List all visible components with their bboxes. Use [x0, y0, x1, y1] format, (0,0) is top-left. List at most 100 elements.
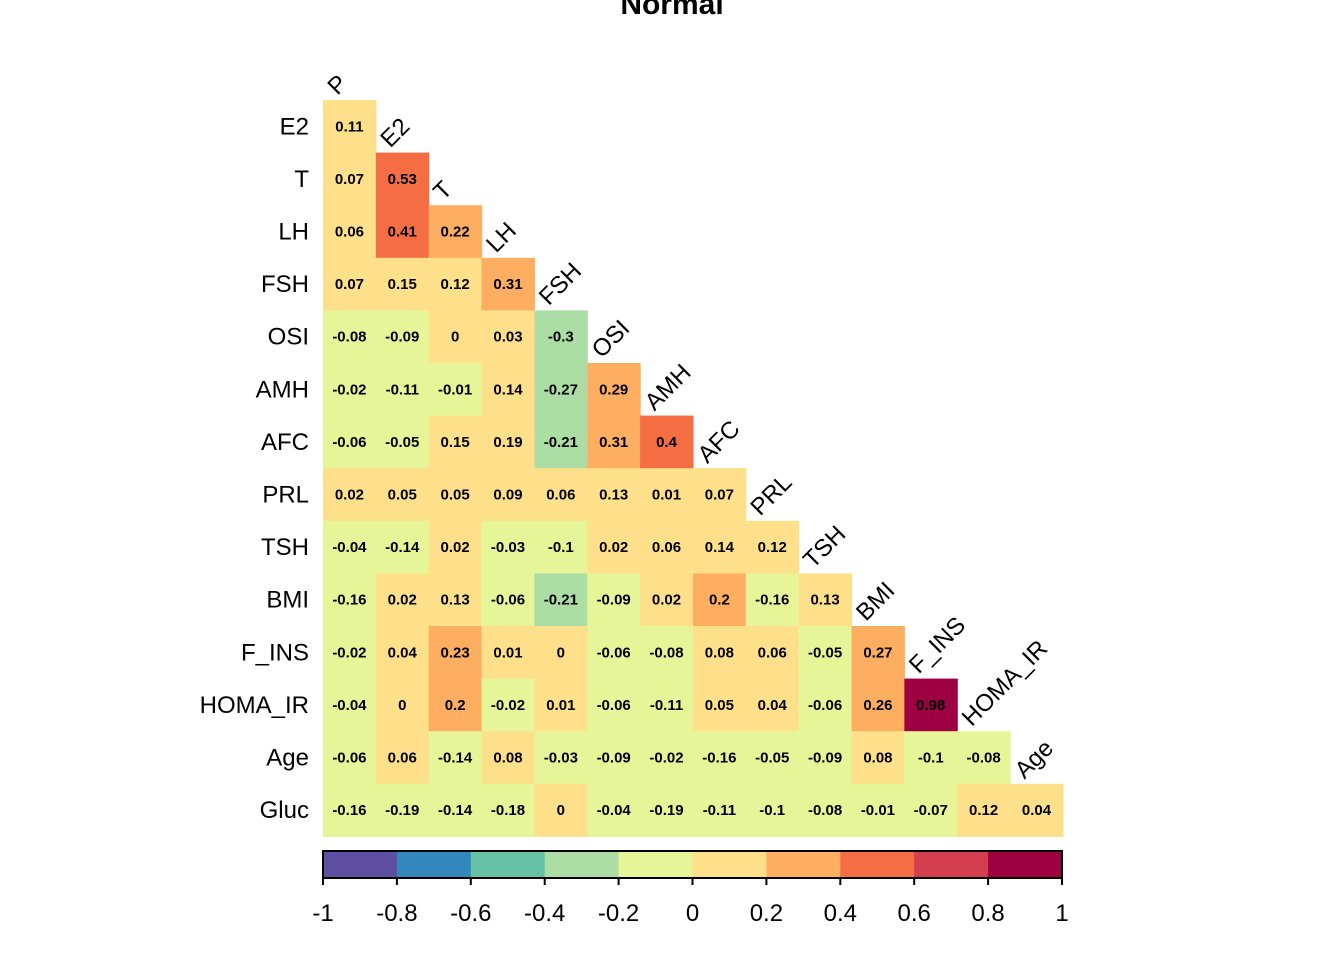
heatmap-cell: [534, 573, 588, 627]
heatmap-cell: [481, 626, 535, 680]
row-label: E2: [280, 113, 309, 140]
cell-value-label: 0.07: [705, 487, 734, 504]
cell-value-label: 0.06: [335, 224, 364, 241]
cell-value-label: 0.31: [493, 276, 522, 293]
heatmap-cell: [851, 626, 905, 680]
heatmap-cell: [534, 731, 588, 785]
row-label: OSI: [268, 324, 309, 351]
cell-value-label: 0.02: [335, 487, 364, 504]
cell-value-label: -0.14: [438, 750, 473, 767]
heatmap-cell: [534, 310, 588, 364]
cell-value-label: -0.02: [332, 381, 366, 398]
heatmap-cell: [534, 468, 588, 522]
cell-value-label: -0.06: [808, 697, 842, 714]
cell-value-label: -0.27: [544, 381, 578, 398]
heatmap-cell: [428, 520, 483, 574]
heatmap-cell: [428, 573, 483, 627]
cell-value-label: 0.06: [546, 487, 575, 504]
cell-value-label: 0.13: [599, 487, 628, 504]
colorbar-tick-label: -0.6: [450, 900, 491, 927]
cell-value-label: 0.29: [599, 381, 628, 398]
heatmap-cell: [323, 415, 377, 469]
heatmap-cell: [534, 520, 588, 574]
cell-value-label: 0.07: [335, 276, 364, 293]
cell-value-label: -0.04: [332, 697, 367, 714]
heatmap-cell: [375, 415, 430, 469]
colorbar-tick-label: 0: [686, 900, 699, 927]
heatmap-cell: [323, 573, 377, 627]
cell-value-label: -0.02: [332, 644, 366, 661]
heatmap-cell: [957, 731, 1011, 785]
cell-value-label: -0.1: [918, 750, 944, 767]
cell-value-label: -0.1: [548, 539, 574, 556]
colorbar-segment: [396, 851, 472, 878]
heatmap-cell: [323, 363, 377, 417]
cell-value-label: -0.06: [597, 697, 631, 714]
heatmap-cell: [428, 783, 483, 837]
cell-value-label: 0.05: [441, 487, 470, 504]
column-label: LH: [481, 217, 522, 258]
cell-value-label: 0.26: [863, 697, 892, 714]
row-label: TSH: [261, 534, 309, 561]
heatmap-cell: [323, 257, 377, 311]
heatmap-cell: [375, 783, 430, 837]
heatmap-cell: [323, 205, 377, 259]
colorbar-tick-label: -1: [312, 900, 333, 927]
cell-value-label: -0.04: [597, 802, 632, 819]
cell-value-label: 0.04: [1022, 802, 1052, 819]
heatmap-cell: [798, 626, 853, 680]
cell-value-label: 0.27: [863, 644, 892, 661]
heatmap-cell: [481, 678, 535, 732]
heatmap-cell: [375, 363, 430, 417]
cell-value-label: 0.01: [546, 697, 575, 714]
heatmap-cell: [745, 573, 800, 627]
cell-value-label: 0: [398, 697, 406, 714]
cell-value-label: -0.09: [385, 329, 419, 346]
cell-value-label: -0.16: [332, 592, 366, 609]
heatmap-cell: [481, 363, 535, 417]
row-label: Gluc: [260, 797, 309, 824]
cell-value-label: -0.19: [649, 802, 683, 819]
heatmap-cell: [640, 468, 694, 522]
row-label: PRL: [262, 482, 309, 509]
heatmap-cell: [481, 783, 535, 837]
heatmap-cell: [692, 731, 747, 785]
heatmap-cell: [323, 100, 377, 154]
cell-value-label: 0.01: [652, 487, 681, 504]
heatmap-cell: [534, 415, 588, 469]
heatmap-cell: [481, 731, 535, 785]
colorbar-tick-label: 0.2: [750, 900, 783, 927]
heatmap-cell: [640, 783, 694, 837]
heatmap-cell: [587, 363, 641, 417]
row-label: AFC: [261, 429, 309, 456]
cell-value-label: 0.19: [493, 434, 522, 451]
cell-value-label: -0.1: [759, 802, 785, 819]
column-label: PRL: [745, 469, 797, 521]
cell-value-label: 0.02: [599, 539, 628, 556]
heatmap-cell: [904, 783, 958, 837]
heatmap-cell: [798, 678, 853, 732]
heatmap-cell: [481, 468, 535, 522]
cell-value-label: -0.01: [438, 381, 472, 398]
cell-value-label: -0.05: [808, 644, 842, 661]
colorbar-segment: [470, 851, 546, 878]
cell-value-label: 0.11: [335, 118, 363, 135]
heatmap-cell: [692, 783, 747, 837]
heatmap-cell: [375, 310, 430, 364]
cell-value-label: -0.01: [861, 802, 895, 819]
cell-value-label: 0.06: [652, 539, 681, 556]
cell-value-label: -0.09: [597, 750, 631, 767]
cell-value-label: 0.12: [969, 802, 998, 819]
heatmap-cell: [904, 678, 958, 732]
heatmap-cells: 0.11 0.07 0.53 0.06 0.41 0.22 0.07 0.15 0.12 0.31…: [323, 100, 1064, 837]
heatmap-cell: [323, 468, 377, 522]
cell-value-label: 0: [557, 644, 565, 661]
heatmap-cell: [798, 783, 853, 837]
heatmap-cell: [587, 731, 641, 785]
cell-value-label: 0.05: [705, 697, 734, 714]
cell-value-label: -0.04: [332, 539, 367, 556]
cell-value-label: 0.41: [388, 224, 417, 241]
cell-value-label: -0.16: [755, 592, 789, 609]
heatmap-cell: [375, 205, 430, 259]
